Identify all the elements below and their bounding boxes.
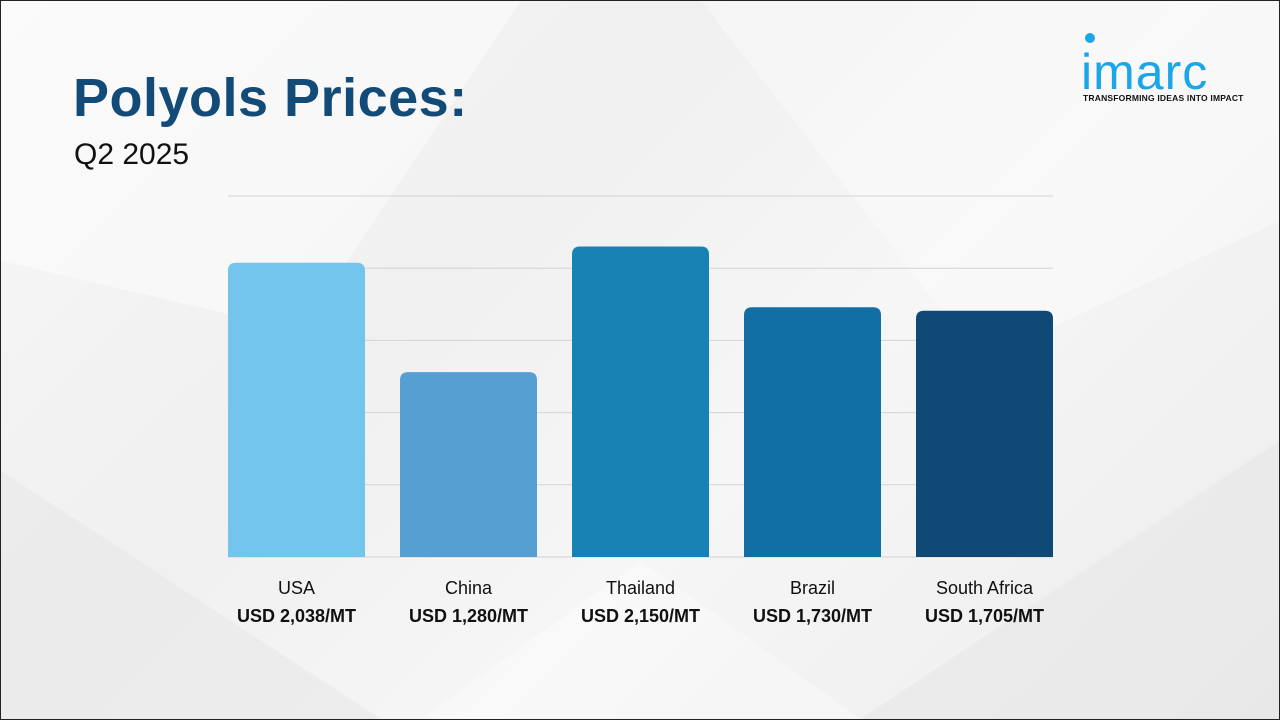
imarc-logo: imarc TRANSFORMING IDEAS INTO IMPACT xyxy=(1081,33,1249,105)
logo-dot-icon xyxy=(1085,33,1095,43)
bar-thailand xyxy=(572,246,709,558)
logo-wordmark: imarc xyxy=(1081,44,1209,100)
bar-south-africa xyxy=(916,310,1053,557)
value-label: USD 2,150/MT xyxy=(581,606,700,626)
logo-tagline: TRANSFORMING IDEAS INTO IMPACT xyxy=(1083,93,1244,103)
chart-subtitle: Q2 2025 xyxy=(74,138,190,171)
value-label: USD 1,730/MT xyxy=(753,606,872,626)
category-label: Thailand xyxy=(606,578,675,598)
category-label: China xyxy=(445,578,493,598)
value-label: USD 1,705/MT xyxy=(925,606,1044,626)
value-label: USD 2,038/MT xyxy=(237,606,356,626)
bar-brazil xyxy=(744,307,881,557)
category-labels: USA USD 2,038/MT China USD 1,280/MT Thailand… xyxy=(237,578,1044,626)
bar-china xyxy=(400,372,537,557)
category-label: Brazil xyxy=(790,578,835,598)
value-label: USD 1,280/MT xyxy=(409,606,528,626)
bar-usa xyxy=(228,262,365,557)
category-label: South Africa xyxy=(936,578,1034,598)
category-label: USA xyxy=(278,578,315,598)
chart-title: Polyols Prices: xyxy=(73,68,468,128)
bars xyxy=(228,246,1053,558)
